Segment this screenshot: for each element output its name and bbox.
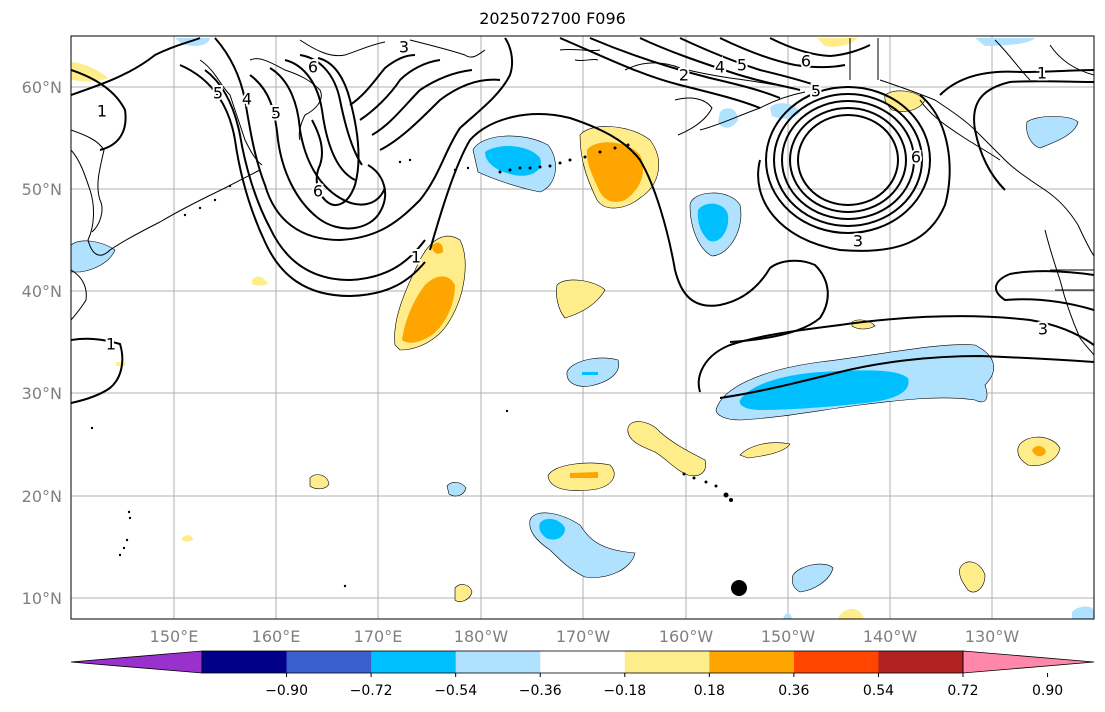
contour-label: 4	[715, 58, 725, 77]
contour-label: 6	[801, 52, 811, 71]
contour-label: 3	[853, 232, 863, 251]
coastlines	[71, 38, 1094, 356]
lon-label: 160°W	[659, 627, 714, 646]
contour-label: 6	[313, 182, 323, 201]
contour-label: 3	[1038, 320, 1048, 339]
lat-label: 10°N	[22, 589, 62, 608]
colorbar-tick-label: −0.36	[519, 683, 562, 699]
contour-label: 5	[213, 84, 223, 103]
colorbar-tick-label: 0.54	[863, 683, 894, 699]
contour-label: 5	[811, 82, 821, 101]
islands	[90, 143, 733, 588]
lon-label: 150°E	[150, 627, 199, 646]
lat-label: 60°N	[22, 78, 62, 97]
colorbar-segment	[878, 651, 964, 673]
lon-label: 130°W	[965, 627, 1020, 646]
lon-label: 170°E	[354, 627, 403, 646]
contour-label: 1	[106, 335, 116, 354]
map-title: 2025072700 F096	[479, 9, 626, 28]
contour-label: 4	[242, 90, 252, 109]
contour-label: 1	[97, 102, 107, 121]
colorbar-tick-label: 0.18	[694, 683, 725, 699]
shaded-anomalies	[71, 38, 1094, 619]
lon-label: 170°W	[556, 627, 611, 646]
lat-label: 50°N	[22, 180, 62, 199]
map-frame	[70, 35, 1095, 620]
contour-label: 1	[1037, 64, 1047, 83]
contour-label: 6	[911, 148, 921, 167]
colorbar-segment	[709, 651, 795, 673]
colorbar-tick-label: 0.72	[947, 683, 978, 699]
contours	[71, 37, 1094, 404]
contour-label: 2	[679, 66, 689, 85]
lat-label: 40°N	[22, 282, 62, 301]
colorbar-tick-label: −0.18	[603, 683, 646, 699]
colorbar-segment	[202, 651, 288, 673]
colorbar-extend-max	[962, 650, 1095, 674]
latitude-labels: 60°N 50°N 40°N 30°N 20°N 10°N	[22, 78, 62, 608]
lon-label: 160°E	[252, 627, 301, 646]
longitude-labels: 150°E 160°E 170°E 180°W 170°W 160°W 150°W 140°W…	[150, 627, 1020, 646]
colorbar: −0.90 −0.72 −0.54 −0.36 −0.18 0.18 0.36 0.54 0.7…	[70, 650, 1095, 699]
lat-label: 20°N	[22, 487, 62, 506]
location-marker	[731, 580, 747, 596]
contour-label: 5	[271, 104, 281, 123]
contour-label: 1	[411, 248, 421, 267]
colorbar-segment	[286, 651, 372, 673]
lat-label: 30°N	[22, 384, 62, 403]
lon-label: 140°W	[863, 627, 918, 646]
lon-label: 150°W	[761, 627, 816, 646]
colorbar-tick-label: −0.54	[434, 683, 477, 699]
colorbar-tick-label: 0.90	[1032, 683, 1063, 699]
lon-label: 180°W	[454, 627, 509, 646]
colorbar-tick-label: −0.90	[265, 683, 308, 699]
colorbar-segment	[540, 651, 626, 673]
colorbar-tick-label: 0.36	[778, 683, 809, 699]
colorbar-segment	[793, 651, 879, 673]
colorbar-extend-min	[70, 650, 203, 674]
colorbar-segment	[624, 651, 710, 673]
contour-label: 6	[308, 58, 318, 77]
contour-label: 5	[737, 56, 747, 75]
contour-label: 3	[399, 38, 409, 57]
colorbar-segment	[455, 651, 541, 673]
colorbar-segment	[371, 651, 457, 673]
colorbar-tick-label: −0.72	[350, 683, 393, 699]
